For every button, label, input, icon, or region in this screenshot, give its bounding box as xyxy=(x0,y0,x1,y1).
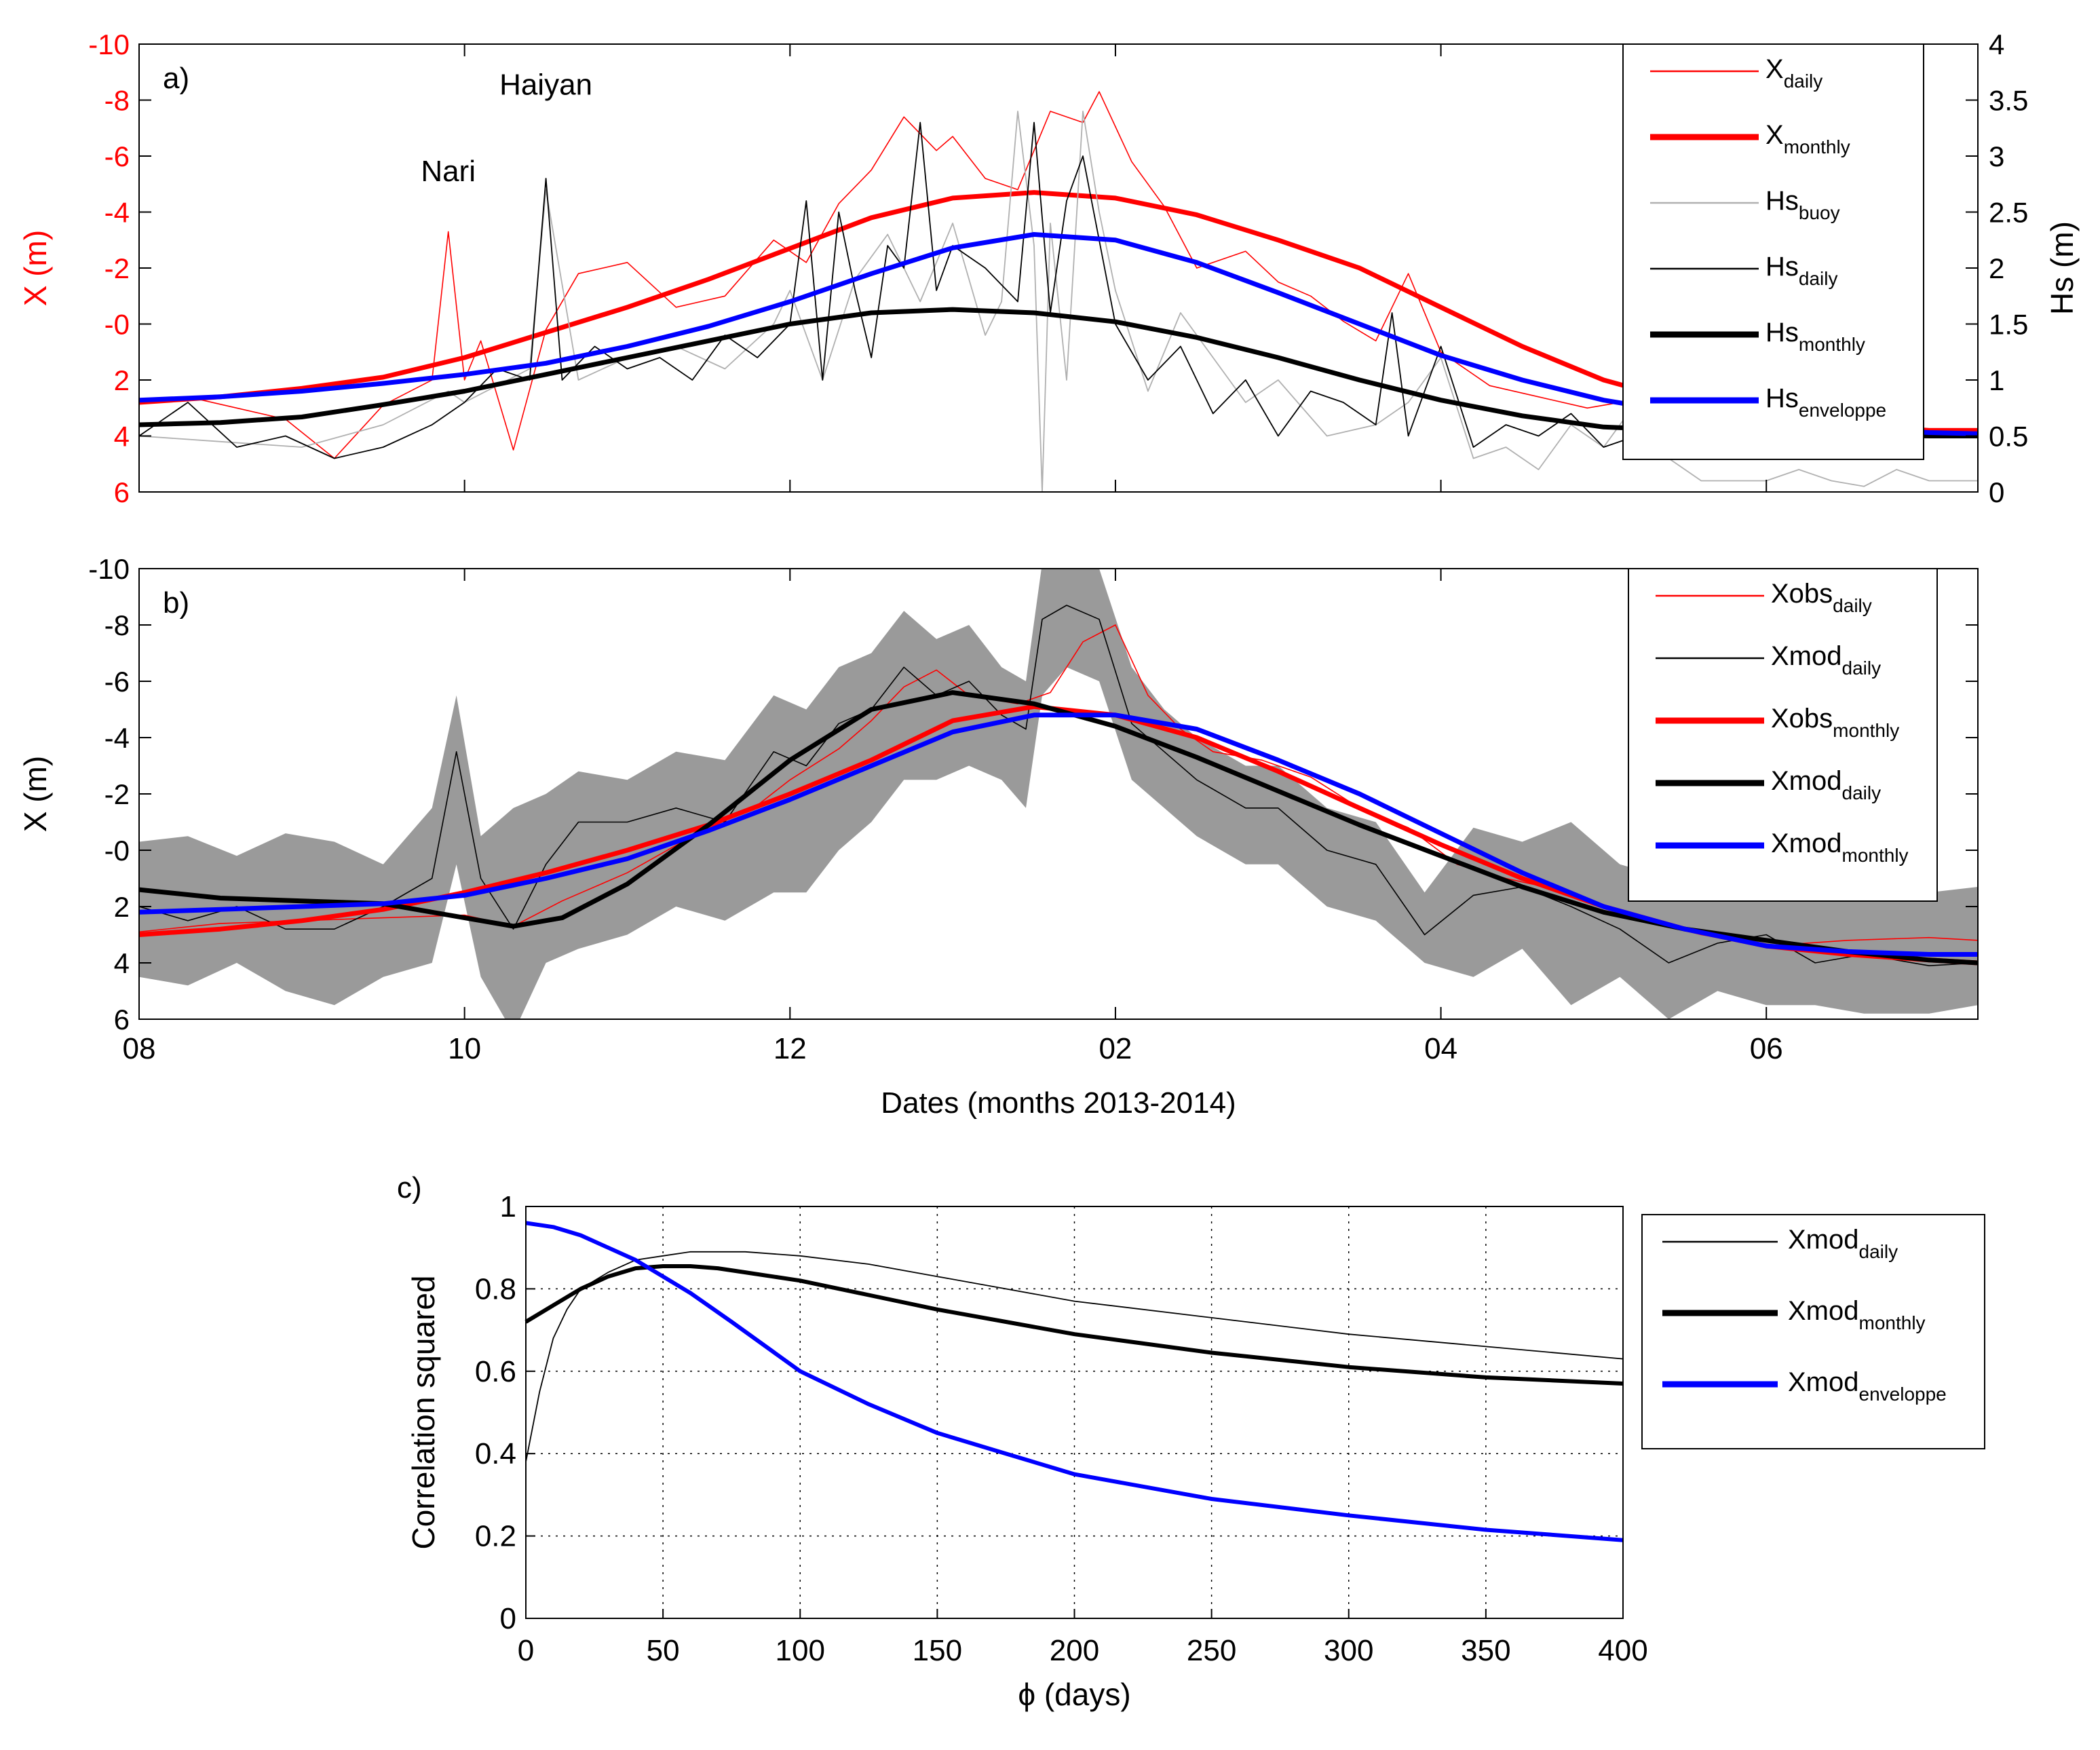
legend-entry: Xmodmonthly xyxy=(1788,1296,1926,1333)
x-tick-label: 100 xyxy=(776,1634,825,1667)
panel-a-plot: -10 -8 -6 -4 -2 -0 2 4 6 0 0.5 1 1.5 2 2.5 3 3.5 4 Hs (m) X… xyxy=(18,28,2080,508)
legend-entry: Hsmonthly xyxy=(1765,318,1865,355)
y-tick-label: 0 xyxy=(500,1602,516,1635)
y-axis-label: Correlation squared xyxy=(406,1275,441,1549)
y-tick-label: 0.4 xyxy=(475,1437,516,1470)
x-tick-label: 02 xyxy=(1099,1032,1132,1065)
x-tick-label: 08 xyxy=(123,1032,156,1065)
series-line-1 xyxy=(139,91,1978,459)
legend-entry: Xdaily xyxy=(1765,54,1822,92)
x-tick-label: 350 xyxy=(1461,1634,1510,1667)
x-tick-label: 250 xyxy=(1187,1634,1236,1667)
x-tick-label: 300 xyxy=(1324,1634,1373,1667)
legend-entry: Hsbuoy xyxy=(1765,186,1840,223)
series-line-2 xyxy=(139,605,1978,966)
y-tick-label: -10 xyxy=(88,28,130,60)
x-tick-label: 10 xyxy=(448,1032,481,1065)
legend-entry: Xobsmonthly xyxy=(1771,704,1899,741)
y-tick-label: -8 xyxy=(104,609,130,641)
panel-label: a) xyxy=(163,62,189,95)
y-tick-label-right: 2 xyxy=(1989,252,2004,284)
x-tick-label: 50 xyxy=(647,1634,680,1667)
legend-entry: Xmodmonthly xyxy=(1771,829,1909,866)
y-tick-label: 4 xyxy=(114,421,130,453)
y-tick-label: 6 xyxy=(114,476,130,508)
x-axis-label: ϕ (days) xyxy=(1018,1677,1130,1712)
x-tick-label: 150 xyxy=(913,1634,962,1667)
panel-label: b) xyxy=(163,586,189,620)
y-tick-label: 2 xyxy=(114,891,130,923)
y-tick-label: -6 xyxy=(104,666,130,698)
y-tick-label: 4 xyxy=(114,947,130,979)
x-tick-label: 400 xyxy=(1598,1634,1647,1667)
y-tick-label: -8 xyxy=(104,85,130,117)
y-tick-label: -0 xyxy=(104,309,130,341)
y-tick-label: -0 xyxy=(104,835,130,867)
y-tick-label: -10 xyxy=(88,553,130,585)
series-line-4 xyxy=(139,121,1978,459)
x-tick-label: 04 xyxy=(1424,1032,1457,1065)
legend-entry: Xmonthly xyxy=(1765,120,1850,157)
y-tick-label: 2 xyxy=(114,364,130,396)
y-axis-label: X (m) xyxy=(18,756,53,832)
panel-b-plot: 08 10 12 02 04 06 -10 -8 -6 -4 -2 -0 2 4 6 X (m) b) Xobsd… xyxy=(18,553,1979,1065)
series-line-5 xyxy=(139,712,1978,957)
storm-label-nari: Nari xyxy=(421,155,476,188)
y-tick-label-right: 2.5 xyxy=(1989,197,2028,229)
y-tick-label: 1 xyxy=(500,1190,516,1223)
y-tick-label: -4 xyxy=(104,197,130,229)
y-tick-label-right: 4 xyxy=(1989,28,2004,60)
y-axis-label: X (m) xyxy=(18,230,53,306)
y-tick-label-right: 3 xyxy=(1989,140,2004,172)
spread-band xyxy=(139,569,1978,1019)
storm-label-haiyan: Haiyan xyxy=(499,68,592,101)
y-tick-label: 0.8 xyxy=(475,1272,516,1306)
y-tick-label-right: 3.5 xyxy=(1989,85,2028,117)
legend-entry: Xmoddaily xyxy=(1771,641,1881,679)
y-tick-label: 0.2 xyxy=(475,1520,516,1553)
y-tick-label-right: 1 xyxy=(1989,364,2004,396)
x-tick-label: 06 xyxy=(1750,1032,1783,1065)
panel-label: c) xyxy=(397,1171,422,1204)
y-tick-label: -2 xyxy=(104,778,130,810)
y-tick-label: 6 xyxy=(114,1004,130,1035)
legend-entry: Hsenveloppe xyxy=(1765,383,1886,421)
legend-entry: Xobsdaily xyxy=(1771,579,1872,616)
y-tick-label: -4 xyxy=(104,722,130,754)
legend-box xyxy=(1641,1214,1985,1449)
legend-box xyxy=(1622,43,1924,460)
series-line-3 xyxy=(525,1221,1624,1542)
y-axis-label-right: Hs (m) xyxy=(2044,221,2080,315)
y-tick-label: 0.6 xyxy=(475,1355,516,1388)
y-tick-label: -6 xyxy=(104,140,130,172)
y-tick-label: -2 xyxy=(104,252,130,284)
legend-entry: Xmoddaily xyxy=(1771,766,1881,803)
legend-entry: Xmoddaily xyxy=(1788,1225,1898,1262)
dates-axis-label: Dates (months 2013-2014) xyxy=(881,1086,1236,1120)
legend-entry: Hsdaily xyxy=(1765,252,1837,289)
panel-c-plot: 0 50 100 150 200 250 300 350 400 0 0.2 0.4 0.6 0.8 1 ϕ … xyxy=(397,1171,1985,1712)
x-tick-label: 200 xyxy=(1050,1634,1099,1667)
y-tick-label-right: 1.5 xyxy=(1989,309,2028,341)
legend-entry: Xmodenveloppe xyxy=(1788,1367,1947,1405)
x-tick-label: 0 xyxy=(518,1634,534,1667)
x-tick-label: 12 xyxy=(774,1032,807,1065)
y-tick-label-right: 0.5 xyxy=(1989,421,2028,453)
y-tick-label-right: 0 xyxy=(1989,476,2004,508)
series-line-1 xyxy=(525,1251,1624,1462)
series-line-2 xyxy=(524,1264,1624,1386)
